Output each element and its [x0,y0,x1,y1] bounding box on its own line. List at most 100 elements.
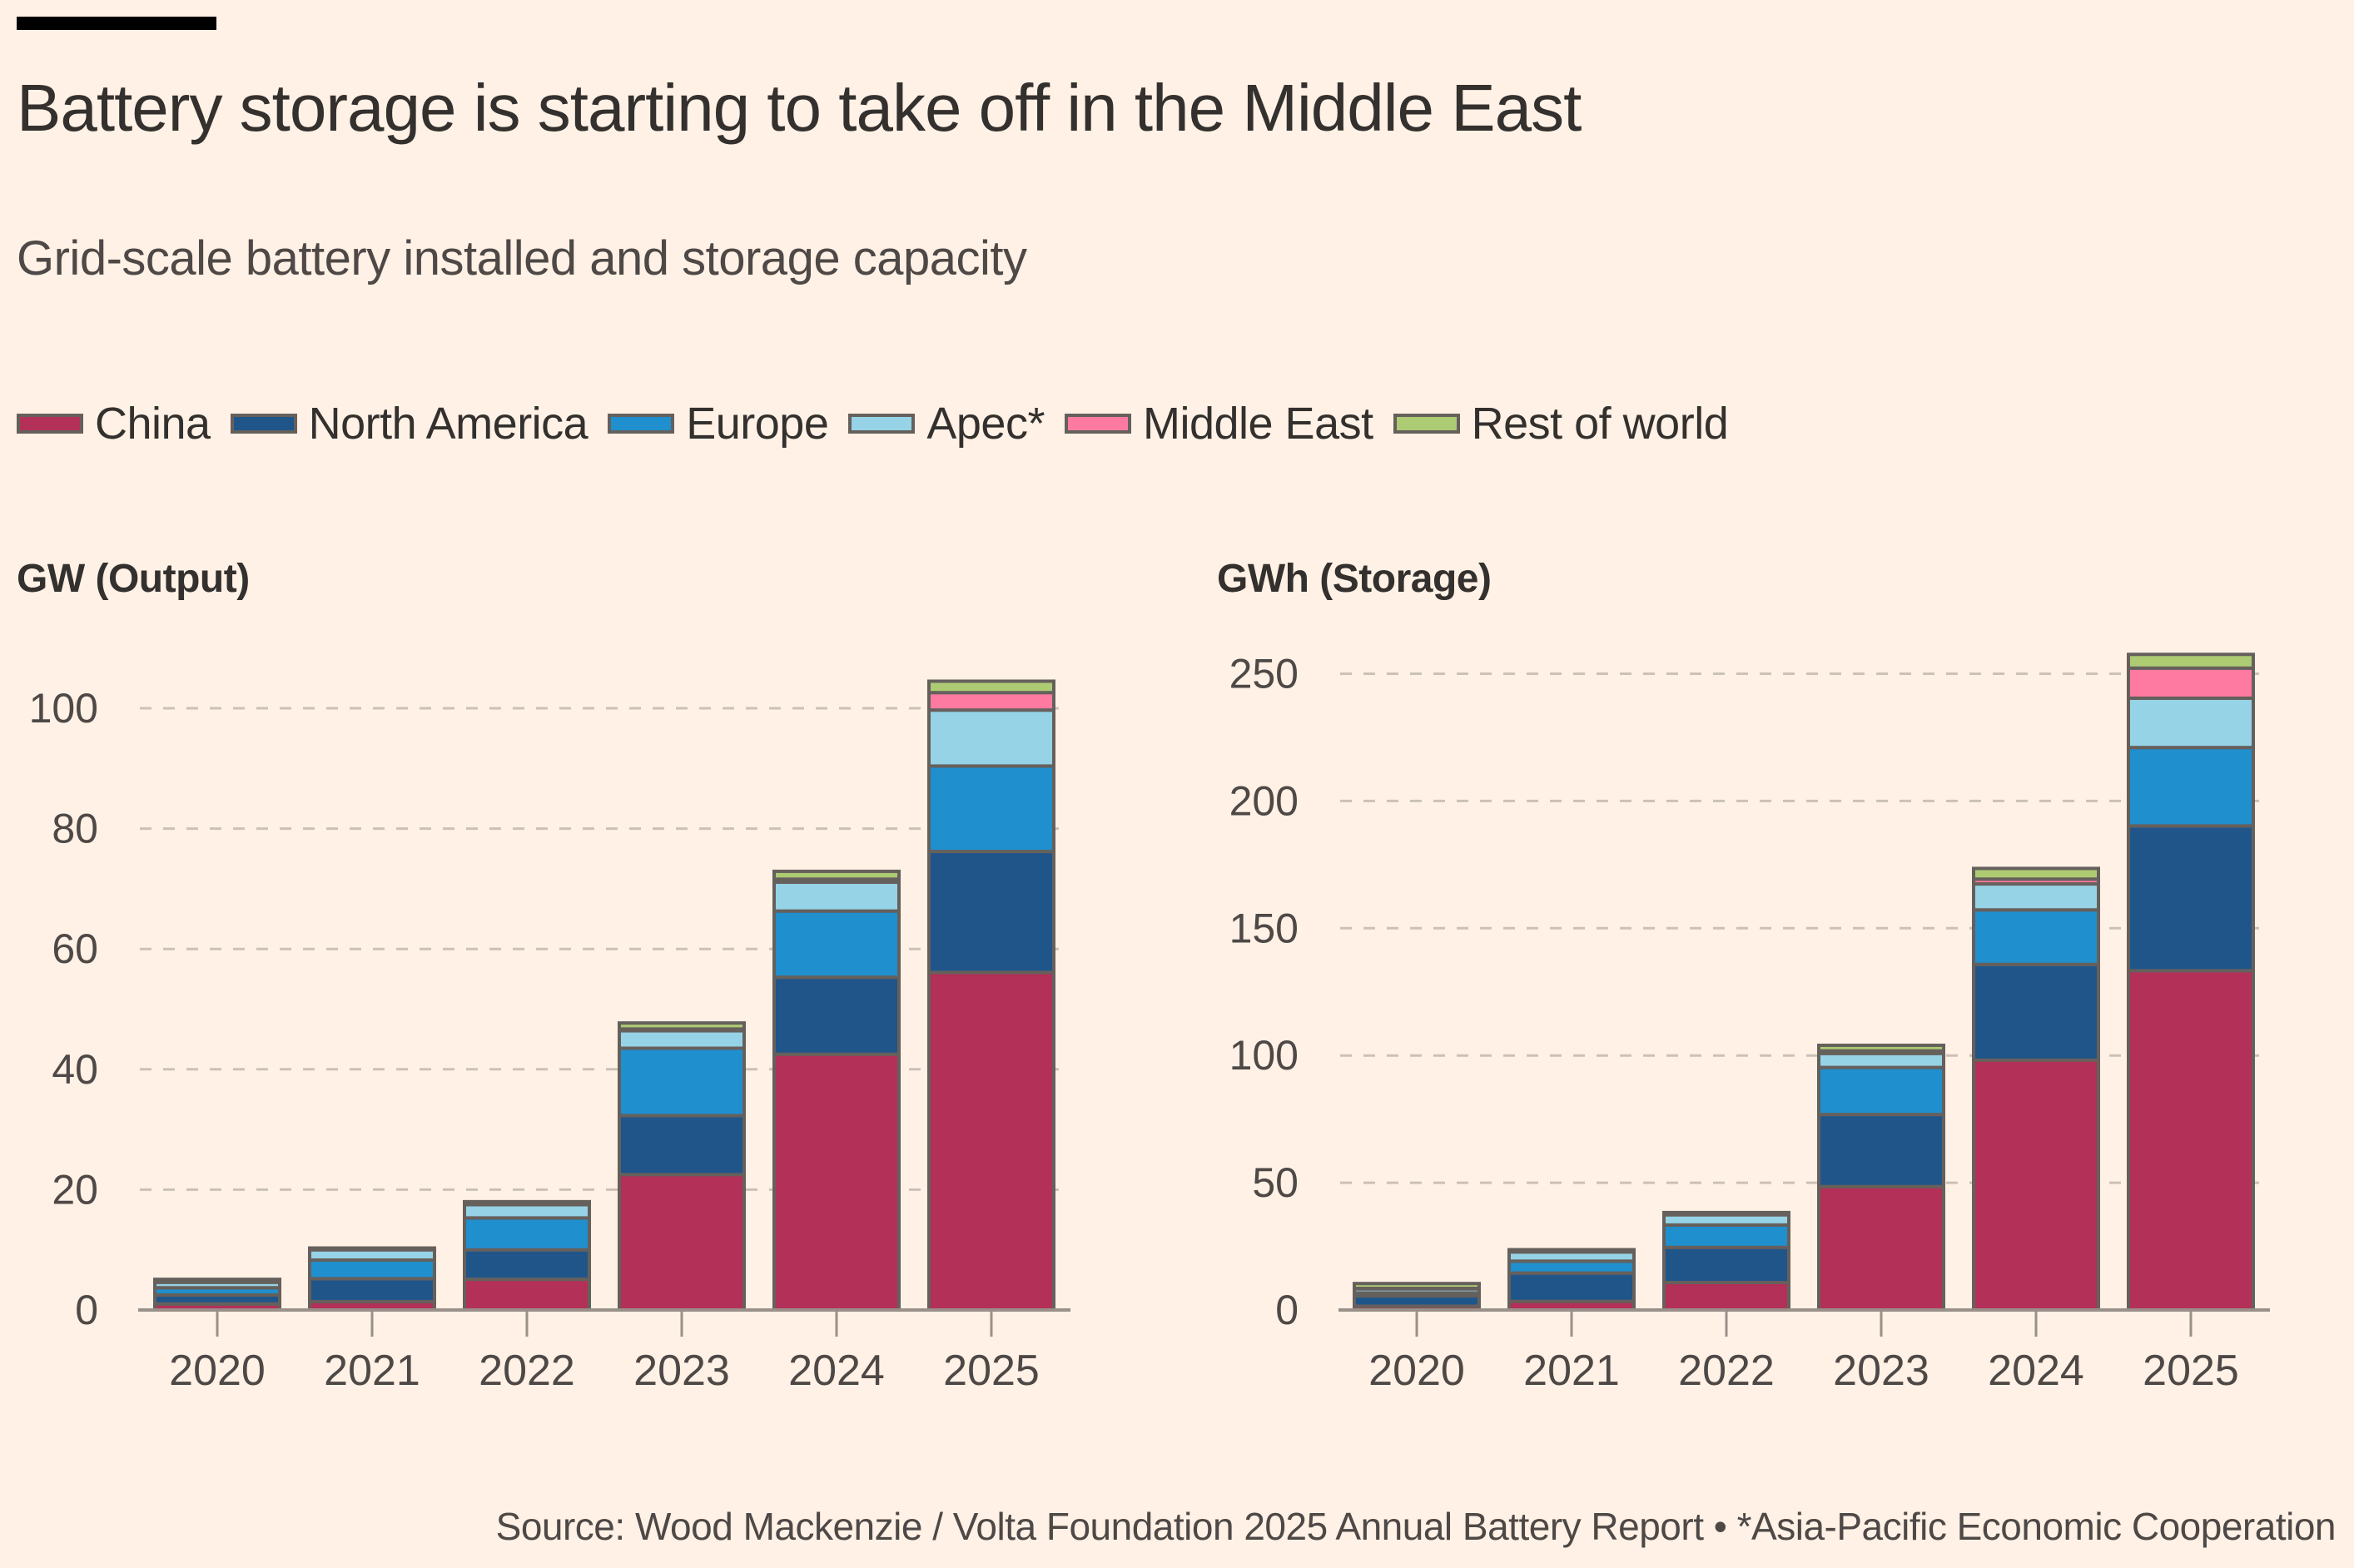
bar-stack-2023 [618,1021,746,1312]
bar-stack-2025 [2127,653,2255,1312]
legend-swatch [848,414,916,434]
bar-segment-rest-of-world [1817,1043,1945,1053]
x-tick-label: 2025 [943,1347,1040,1395]
bar-segment-china [463,1278,591,1312]
bar-segment-rest-of-world [308,1246,436,1251]
bar-segment-apec [1972,882,2100,912]
bar-segment-rest-of-world [1353,1282,1481,1291]
y-tick-label: 250 [1229,651,1299,697]
bar-segment-apec [927,708,1055,768]
legend-label: Rest of world [1471,399,1729,449]
x-tick-label: 2021 [1523,1347,1620,1395]
right-chart-unit-label: GWh (Storage) [1217,557,1492,601]
bar-stack-2024 [1972,866,2100,1312]
bar-segment-apec [618,1029,746,1050]
bar-segment-rest-of-world [153,1278,281,1284]
bar-stack-2022 [463,1199,591,1312]
legend-swatch [1064,414,1131,434]
y-tick-label: 0 [1275,1287,1299,1333]
x-tick-label: 2020 [1368,1347,1465,1395]
bar-segment-europe [2127,746,2255,828]
bar-stack-2021 [308,1246,436,1312]
legend-label: Middle East [1142,399,1373,449]
bar-segment-rest-of-world [1662,1210,1790,1217]
bar-segment-china [2127,969,2255,1312]
bar-segment-north-america [618,1114,746,1177]
legend-swatch [608,414,675,434]
legend-item-china: China [17,394,211,453]
legend-swatch [17,414,83,434]
y-tick-label: 50 [1252,1159,1299,1206]
bar-segment-china [618,1173,746,1312]
y-tick-label: 100 [1229,1032,1299,1079]
bar-segment-north-america [1972,962,2100,1062]
bar-segment-apec [772,880,901,913]
y-tick-label: 40 [52,1046,98,1093]
y-tick-label: 100 [29,685,98,732]
x-tick-label: 2022 [479,1347,575,1395]
bar-segment-europe [1507,1259,1636,1275]
bar-stack-2021 [1507,1248,1636,1312]
bar-segment-apec [1817,1051,1945,1069]
x-tick-label: 2024 [788,1347,885,1395]
bar-segment-europe [772,909,901,980]
bar-segment-north-america [772,975,901,1056]
bar-segment-apec [2127,696,2255,750]
bar-segment-china [1817,1184,1945,1312]
bar-segment-north-america [308,1277,436,1303]
source-note: Source: Wood Mackenzie / Volta Foundatio… [495,1505,2337,1548]
x-tick-label: 2023 [1833,1347,1929,1395]
bar-segment-china [772,1052,901,1312]
chart-subtitle: Grid-scale battery installed and storage… [17,231,1027,285]
bar-segment-rest-of-world [1972,866,2100,881]
y-tick-label: 150 [1229,905,1299,951]
bar-segment-rest-of-world [772,869,901,881]
bar-stack-2022 [1662,1210,1790,1312]
bar-segment-north-america [1662,1245,1790,1284]
gwh-storage-chart: 0 50 100 150 200 250 2020 2021 2022 2023 2024 2025 [1229,651,2270,1395]
left-chart-unit-label: GW (Output) [17,557,250,601]
legend-item-north-america: North America [230,394,588,453]
gw-output-chart: 0 20 40 60 80 100 2020 2021 2022 2023 2024 2025 [29,679,1070,1395]
bar-segment-north-america [1817,1113,1945,1188]
bar-segment-europe [1972,908,2100,966]
bar-segment-china [1662,1280,1790,1312]
bar-segment-europe [308,1258,436,1281]
bar-segment-north-america [1507,1271,1636,1303]
bar-segment-europe [463,1216,591,1252]
bar-stack-2025 [927,679,1055,1312]
legend-label: China [95,399,211,449]
y-tick-label: 80 [52,806,98,852]
bar-segment-middle-east [2127,666,2255,700]
bar-segment-north-america [463,1248,591,1282]
bar-segment-north-america [927,850,1055,975]
x-tick-label: 2023 [633,1347,730,1395]
chart-title: Battery storage is starting to take off … [17,71,1582,145]
x-tick-label: 2024 [1988,1347,2084,1395]
bar-segment-europe [1662,1223,1790,1249]
bar-segment-rest-of-world [463,1199,591,1206]
brand-bar [17,17,216,30]
legend-swatch [1393,414,1460,434]
y-tick-label: 20 [52,1166,98,1213]
bar-segment-north-america [2127,824,2255,973]
bar-segment-china [1972,1058,2100,1312]
bar-segment-rest-of-world [618,1021,746,1031]
bar-segment-europe [1817,1065,1945,1117]
bar-stack-2024 [772,869,901,1312]
legend-item-rest-of-world: Rest of world [1393,394,1729,453]
y-tick-label: 200 [1229,777,1299,824]
legend-item-apec: Apec* [848,394,1045,453]
bar-segment-china [927,970,1055,1312]
bar-segment-europe [927,764,1055,854]
bar-segment-middle-east [927,691,1055,712]
x-tick-label: 2020 [169,1347,266,1395]
x-tick-label: 2025 [2143,1347,2239,1395]
bar-stack-2023 [1817,1043,1945,1312]
bar-stack-2020 [1353,1282,1481,1312]
bar-segment-rest-of-world [2127,653,2255,670]
bar-segment-rest-of-world [927,679,1055,695]
legend-label: Europe [686,399,829,449]
bar-segment-apec [463,1203,591,1220]
